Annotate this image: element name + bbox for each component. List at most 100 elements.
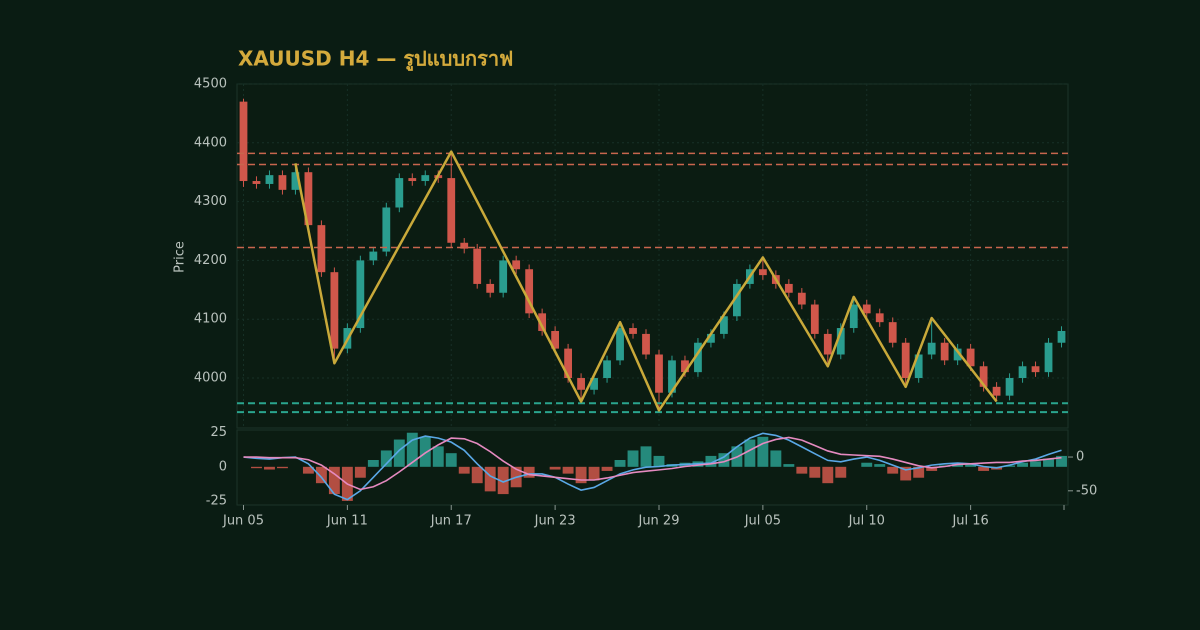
- y2-tick-label: 0: [1076, 450, 1084, 465]
- histogram-bar: [367, 460, 379, 467]
- y-tick-label: 25: [210, 425, 227, 440]
- candle-body: [577, 378, 585, 390]
- histogram-bar: [1056, 455, 1067, 467]
- candle-body: [694, 342, 702, 373]
- histogram-bar: [276, 466, 288, 469]
- candle-body: [304, 172, 313, 226]
- y-tick-label: 4400: [194, 135, 227, 150]
- candle-body: [395, 178, 404, 208]
- histogram-bar: [497, 466, 509, 495]
- candle-body: [447, 178, 456, 243]
- x-tick-label: Jun 29: [637, 514, 679, 529]
- candle-body: [330, 272, 339, 349]
- candle-body: [291, 172, 300, 190]
- histogram-bar: [251, 466, 262, 469]
- histogram-bar: [1004, 465, 1016, 467]
- candle-body: [914, 354, 923, 379]
- histogram-bar: [1043, 458, 1054, 467]
- candle-body: [758, 269, 767, 276]
- candle-body: [849, 304, 858, 329]
- candle-body: [888, 322, 897, 343]
- histogram-bar: [601, 466, 613, 471]
- candle-body: [382, 207, 391, 252]
- price-panel: [236, 83, 1069, 429]
- candle-body: [927, 342, 936, 355]
- histogram-bar: [640, 446, 652, 467]
- histogram-bar: [965, 464, 977, 467]
- candle-body: [992, 386, 1001, 396]
- histogram-bar: [549, 466, 561, 470]
- candle-body: [408, 178, 417, 182]
- candle-body: [901, 342, 910, 379]
- candle-body: [810, 304, 819, 334]
- y-tick-label: 0: [219, 459, 227, 474]
- x-tick-label: Jun 11: [326, 514, 368, 529]
- y-tick-label: 4000: [194, 371, 227, 386]
- candle-body: [616, 328, 624, 361]
- candle-body: [707, 333, 715, 343]
- candle-body: [823, 333, 832, 355]
- candle-body: [836, 328, 845, 355]
- candle-body: [265, 175, 274, 184]
- histogram-bar: [926, 466, 938, 471]
- candle-body: [369, 251, 378, 261]
- candle-body: [525, 269, 534, 314]
- candle-body: [252, 181, 261, 184]
- candle-body: [953, 348, 962, 361]
- candle-body: [473, 248, 482, 284]
- histogram-bar: [913, 466, 925, 478]
- candle-body: [1044, 342, 1053, 373]
- chart-title: XAUUSD H4 — รูปแบบกราฟ: [238, 47, 513, 73]
- histogram-bar: [471, 466, 483, 484]
- candle-body: [460, 242, 469, 249]
- histogram-bar: [757, 436, 769, 467]
- histogram-bar: [900, 466, 912, 481]
- histogram-bar: [354, 466, 366, 478]
- candle-body: [603, 360, 611, 379]
- histogram-bar: [835, 466, 847, 478]
- x-tick-label: Jun 17: [430, 514, 472, 529]
- candle-body: [642, 333, 650, 355]
- histogram-bar: [432, 446, 444, 467]
- histogram-bar: [653, 455, 665, 467]
- candle-body: [681, 360, 689, 373]
- histogram-bar: [380, 450, 392, 467]
- candle-body: [655, 354, 663, 393]
- histogram-bar: [783, 464, 795, 467]
- x-tick-label: Jun 23: [534, 514, 576, 529]
- histogram-bar: [264, 466, 275, 470]
- histogram-bar: [393, 439, 405, 467]
- candle-body: [317, 225, 326, 273]
- candle-body: [875, 313, 884, 323]
- histogram-bar: [887, 466, 899, 474]
- x-tick-label: Jul 05: [744, 514, 781, 529]
- histogram-bar: [978, 466, 990, 471]
- histogram-bar: [458, 466, 470, 474]
- histogram-bar: [328, 466, 340, 495]
- x-tick-label: Jul 10: [848, 514, 885, 529]
- candle-body: [421, 175, 430, 182]
- histogram-bar: [614, 460, 626, 467]
- histogram-bar: [419, 436, 431, 467]
- histogram-bar: [445, 453, 457, 467]
- histogram-bar: [705, 455, 717, 467]
- candle-body: [564, 348, 572, 379]
- candle-body: [512, 260, 521, 270]
- candle-body: [239, 101, 248, 182]
- candle-body: [784, 283, 793, 293]
- candle-body: [720, 316, 728, 334]
- candle-body: [278, 175, 287, 190]
- y-tick-label: 4300: [194, 194, 227, 209]
- macd-line: [243, 436, 1062, 491]
- candle-body: [1031, 366, 1040, 373]
- histogram-bar: [809, 466, 821, 478]
- candle-body: [1057, 330, 1066, 343]
- candle-body: [940, 342, 949, 361]
- candle-body: [668, 360, 676, 393]
- histogram-bar: [315, 466, 327, 484]
- histogram-bar: [302, 466, 314, 474]
- candle-body: [356, 260, 365, 329]
- histogram-bar: [1017, 462, 1029, 467]
- candle-body: [862, 304, 871, 314]
